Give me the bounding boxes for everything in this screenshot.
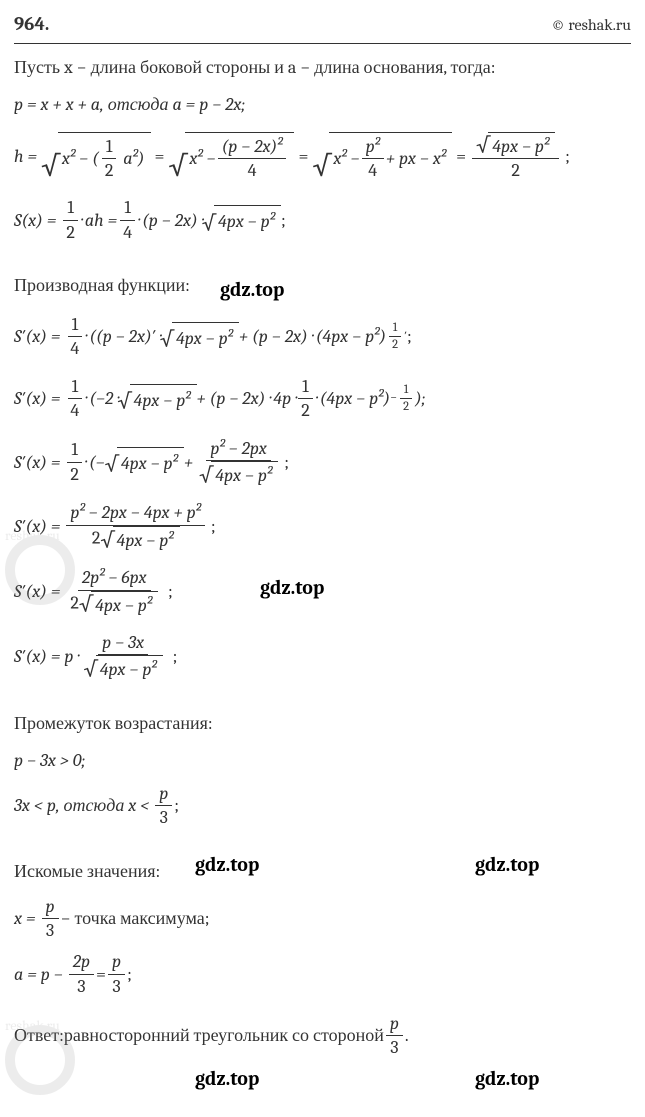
section-derivative-title: Производная функции: [14,272,631,299]
value-line-2: a = p − 2p3 = p3 ; [14,950,631,998]
derivative-line-5: S′(x) = 2p² − 6px2√4px − p² ; [14,566,631,617]
height-equation: h = √x² − (12 a²) = √x² − (p − 2x)²4 = √… [14,132,631,183]
derivative-line-6: S′(x) = p · p − 3x√4px − p² ; [14,631,631,682]
intro-text: Пусть x − длина боковой стороны и a − дл… [14,54,631,81]
watermark-gdz: gdz.top [195,1064,259,1094]
derivative-line-3: S′(x) = 12 · (− √4px − p² + p² − 2px√4px… [14,437,631,488]
derivative-line-4: S′(x) = p² − 2px − 4px + p²2√4px − p² ; [14,501,631,552]
watermark-gdz: gdz.top [475,1064,539,1094]
problem-number: 964. [14,10,49,39]
source-attribution: © reshak.ru [551,13,631,37]
section-values-title: Искомые значения: [14,858,631,885]
answer-line: Ответ: равносторонний треугольник со сто… [14,1012,631,1060]
section-increase-title: Промежуток возрастания: [14,710,631,737]
increase-line-1: p − 3x > 0; [14,747,631,774]
area-equation: S(x) = 12 · ah = 14 · (p − 2x) · √4px − … [14,196,631,244]
derivative-line-1: S′(x) = 14 · ((p − 2x)′ · √4px − p² + (p… [14,313,631,361]
derivative-line-2: S′(x) = 14 · (−2 · √4px − p² + (p − 2x) … [14,375,631,423]
value-line-1: x = p3 − точка максимума; [14,895,631,943]
perimeter-equation: p = x + x + a, отсюда a = p − 2x; [14,91,631,118]
increase-line-2: 3x < p, отсюда x < p3 ; [14,782,631,830]
